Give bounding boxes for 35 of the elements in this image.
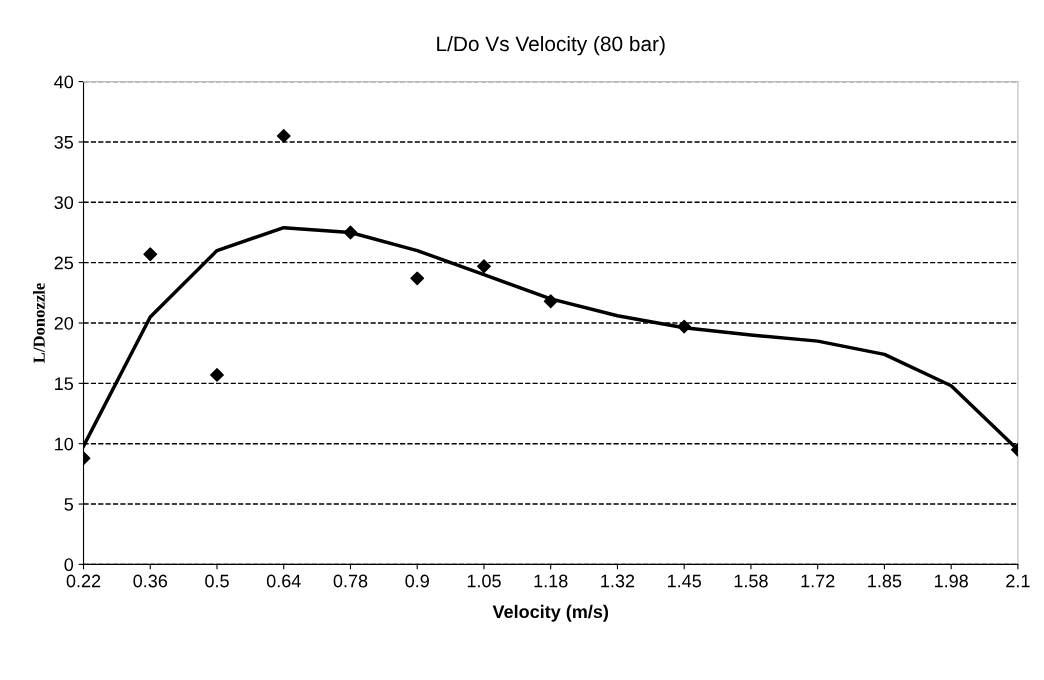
x-tick-label: 2.1 [1006,574,1030,588]
y-tick-label: 5 [64,498,74,511]
x-tick-label: 1.05 [467,574,501,588]
x-tick-label: 1.98 [934,574,968,588]
point [677,319,692,334]
point [276,129,291,143]
point [543,294,558,309]
x-tick-label: 0.5 [205,574,229,588]
y-tick-label: 35 [54,135,74,149]
y-tick-label: 40 [54,75,74,89]
y-tick-label: 25 [54,256,74,270]
y-axis-title: L/Donozzle [33,283,45,363]
y-tick-label: 10 [55,437,74,451]
x-tick-label: 0.36 [133,574,168,588]
x-tick-label: 1.58 [734,574,768,588]
x-tick-label: 1.32 [601,574,635,588]
y-tick-label: 15 [55,377,74,391]
x-tick-label: 1.18 [534,574,568,588]
x-axis-title: Velocity (m/s) [492,604,609,622]
point [143,247,158,262]
x-tick-label: 1.85 [868,574,902,588]
y-tick-label: 0 [64,558,74,572]
chart-title: L/Do Vs Velocity (80 bar) [437,35,665,56]
x-tick-label: 0.22 [66,574,101,588]
point [210,367,224,382]
x-tick-label: 0.78 [333,574,368,588]
x-tick-label: 1.72 [801,574,835,588]
x-tick-label: 0.9 [405,574,429,588]
point [477,259,491,274]
point [343,225,358,240]
x-tick-label: 0.64 [266,574,301,588]
y-tick-label: 20 [54,316,74,330]
y-tick-label: 30 [54,196,74,210]
x-tick-label: 1.45 [668,574,702,588]
point [410,271,425,286]
